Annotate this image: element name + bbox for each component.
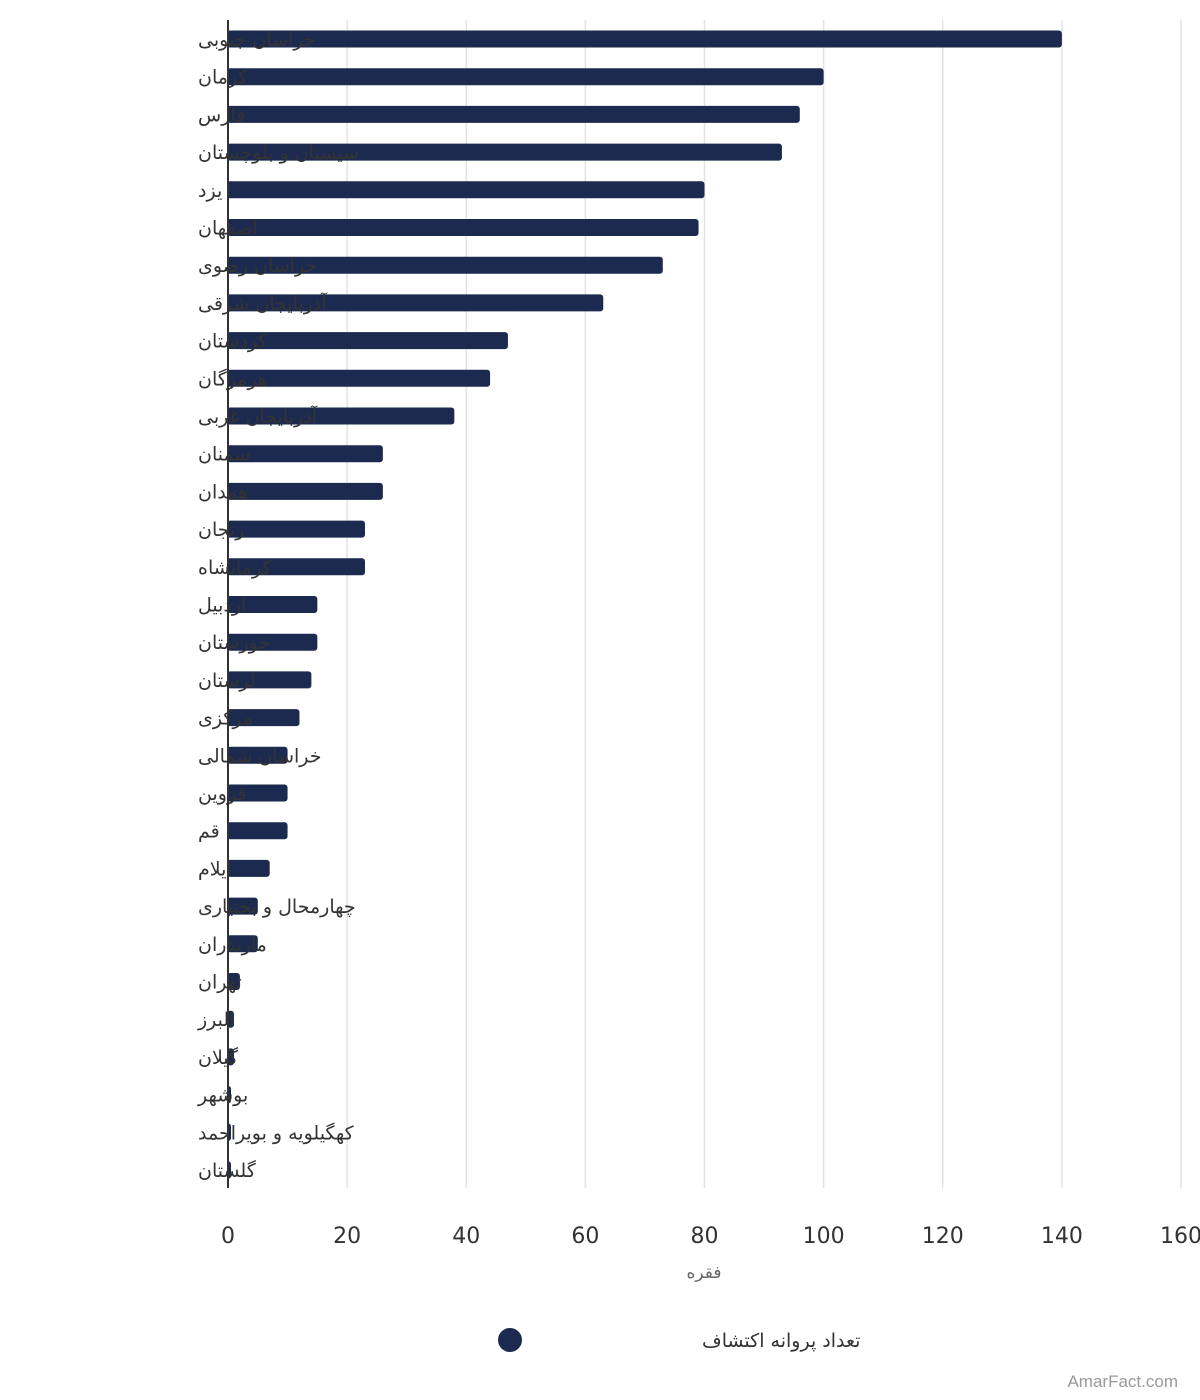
category-label: مازندران xyxy=(198,934,267,956)
bar[interactable] xyxy=(227,30,1062,48)
bar[interactable] xyxy=(227,520,365,538)
category-label: یزد xyxy=(198,180,222,202)
x-tick-label: 0 xyxy=(221,1224,235,1249)
category-label: زنجان xyxy=(198,519,244,541)
category-label: سمنان xyxy=(198,444,250,466)
bars xyxy=(227,30,1062,1179)
category-label: خوزستان xyxy=(198,632,270,654)
bar[interactable] xyxy=(227,445,383,463)
bar[interactable] xyxy=(227,558,365,576)
bar[interactable] xyxy=(227,332,508,350)
gridlines xyxy=(346,20,1182,1188)
category-label: آذربایجان غربی xyxy=(198,404,318,428)
category-label: گیلان xyxy=(198,1046,239,1069)
bar[interactable] xyxy=(227,897,258,915)
x-tick-label: 20 xyxy=(333,1224,361,1249)
bar[interactable] xyxy=(227,859,270,877)
bar[interactable] xyxy=(227,68,824,86)
bar[interactable] xyxy=(227,219,699,236)
category-label: ایلام xyxy=(198,858,232,880)
category-label: لرستان xyxy=(198,670,256,692)
category-label: آذربایجان شرقی xyxy=(198,291,327,315)
category-label: خراسان رضوی xyxy=(198,255,317,277)
bar[interactable] xyxy=(227,294,604,312)
bar[interactable] xyxy=(227,482,383,500)
bar[interactable] xyxy=(227,143,782,161)
bar[interactable] xyxy=(227,709,300,727)
category-label: مرکزی xyxy=(198,708,253,730)
bar[interactable] xyxy=(227,822,288,840)
category-label: قزوین xyxy=(198,783,247,805)
category-label: کرمان xyxy=(198,67,248,89)
bar[interactable] xyxy=(227,633,318,651)
category-label: قم xyxy=(198,821,220,843)
bar[interactable] xyxy=(227,746,288,764)
bar[interactable] xyxy=(227,935,258,953)
bar[interactable] xyxy=(227,105,800,123)
bar[interactable] xyxy=(227,784,288,802)
category-label: چهارمحال و بختیاری xyxy=(198,896,356,918)
x-tick-label: 160 xyxy=(1160,1224,1200,1249)
category-label: همدان xyxy=(198,481,248,503)
bar[interactable] xyxy=(227,256,663,274)
category-label: خراسان شمالی xyxy=(198,745,322,767)
category-label: البرز xyxy=(197,1009,234,1031)
tick-labels: 0 20 40 60 80 100 120 140 160 xyxy=(221,1224,1200,1249)
x-tick-label: 120 xyxy=(922,1224,964,1249)
x-tick-label: 60 xyxy=(571,1224,599,1249)
bar[interactable] xyxy=(227,973,240,990)
x-tick-label: 100 xyxy=(803,1224,845,1249)
category-label: اصفهان xyxy=(198,218,258,240)
bar[interactable] xyxy=(227,369,491,387)
x-tick-label: 40 xyxy=(452,1224,480,1249)
watermark: AmarFact.com xyxy=(1067,1372,1178,1391)
category-label: خراسان جنوبی xyxy=(198,29,316,51)
bar[interactable] xyxy=(227,181,705,199)
bar[interactable] xyxy=(227,671,312,689)
category-label: سیستان و بلوچستان xyxy=(198,142,359,164)
category-label: فارس xyxy=(198,104,245,126)
category-label: کهگیلویه و بویراحمد xyxy=(198,1121,355,1144)
category-label: هرمزگان xyxy=(198,367,268,390)
category-labels: خراسان جنوبی کرمان فارس سیستان و بلوچستان یز… xyxy=(197,29,359,1182)
category-label: اردبیل xyxy=(198,595,246,617)
bar[interactable] xyxy=(227,407,455,425)
category-label: تهران xyxy=(198,972,242,994)
category-label: گلستان xyxy=(198,1159,257,1182)
legend-marker xyxy=(498,1328,522,1352)
category-label: کردستان xyxy=(198,331,268,353)
bar[interactable] xyxy=(227,596,318,613)
category-label: کرمانشاه xyxy=(198,557,272,579)
x-tick-label: 80 xyxy=(691,1224,719,1249)
legend-label: تعداد پروانه اکتشاف xyxy=(702,1330,860,1352)
x-axis-title: فقره xyxy=(686,1263,721,1283)
x-tick-label: 140 xyxy=(1041,1224,1083,1249)
category-label: بوشهر xyxy=(197,1085,248,1107)
legend[interactable]: تعداد پروانه اکتشاف xyxy=(498,1328,860,1352)
